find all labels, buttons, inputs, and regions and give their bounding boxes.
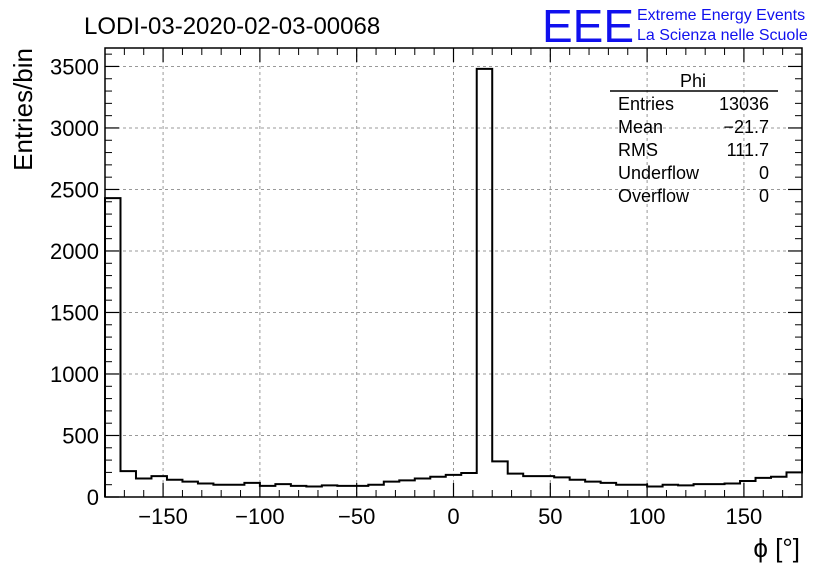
stats-row-value: 111.7 <box>727 140 769 160</box>
y-tick-label: 2000 <box>50 239 99 264</box>
stats-rows: Entries 13036 Mean −21.7 RMS 111.7 Underflow 0 O… <box>618 94 769 206</box>
logo-line-2: La Scienza nelle Scuole <box>637 27 808 44</box>
axis-ticks <box>104 48 803 498</box>
y-tick-labels: 0 500 1000 1500 2000 2500 3000 3500 <box>50 54 99 510</box>
x-tick-label: 100 <box>629 504 666 529</box>
logo-line-1: Extreme Energy Events <box>637 7 805 24</box>
x-tick-labels: −150 −100 −50 0 50 100 150 <box>138 504 762 529</box>
x-tick-label: −150 <box>138 504 188 529</box>
y-axis-label: Entries/bin <box>8 48 38 171</box>
y-tick-label: 3500 <box>50 54 99 79</box>
stats-row-value: 0 <box>759 163 769 183</box>
y-tick-label: 1000 <box>50 362 99 387</box>
grid-lines <box>105 48 802 497</box>
x-tick-label: −100 <box>235 504 285 529</box>
y-tick-label: 3000 <box>50 116 99 141</box>
stats-row-label: Entries <box>618 94 674 114</box>
x-tick-label: 50 <box>538 504 562 529</box>
y-tick-label: 2500 <box>50 177 99 202</box>
stats-row-label: Underflow <box>618 163 700 183</box>
x-tick-label: 0 <box>447 504 459 529</box>
x-axis-label: ϕ [°] <box>753 533 800 563</box>
stats-row-value: −21.7 <box>723 117 769 137</box>
stats-name: Phi <box>680 71 706 91</box>
x-tick-label: 150 <box>726 504 763 529</box>
chart-title: LODI-03-2020-02-03-00068 <box>84 13 380 40</box>
stats-box: Phi Entries 13036 Mean −21.7 RMS 111.7 Underfl… <box>610 71 778 206</box>
y-tick-label: 1500 <box>50 300 99 325</box>
y-tick-label: 500 <box>62 423 99 448</box>
logo-eee: EEE <box>542 0 634 52</box>
stats-row-label: RMS <box>618 140 658 160</box>
x-tick-label: −50 <box>338 504 375 529</box>
histogram-line <box>104 67 803 497</box>
eee-logo: EEE Extreme Energy Events La Scienza nel… <box>542 0 808 52</box>
stats-row-value: 0 <box>759 186 769 206</box>
stats-row-label: Overflow <box>618 186 690 206</box>
y-tick-label: 0 <box>87 485 99 510</box>
stats-row-label: Mean <box>618 117 663 137</box>
stats-row-value: 13036 <box>719 94 769 114</box>
